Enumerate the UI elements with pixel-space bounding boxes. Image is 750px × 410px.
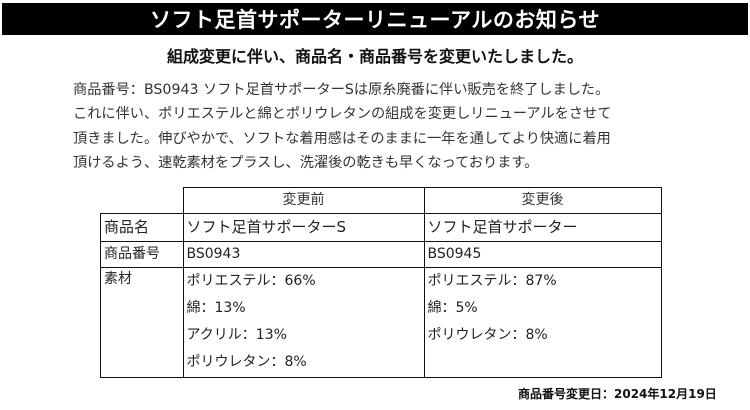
material-item: ポリエステル：66% bbox=[186, 273, 316, 289]
body-line: 頂けるよう、速乾素材をプラスし、洗濯後の乾きも早くなっております。 bbox=[73, 155, 539, 172]
material-after: ポリエステル：87% 綿：5% ポリウレタン：8% bbox=[423, 267, 662, 378]
row-label-product-number: 商品番号 bbox=[100, 241, 184, 268]
table-header-row: 変更前 変更後 bbox=[100, 187, 662, 214]
header-before: 変更前 bbox=[182, 187, 425, 214]
table-corner bbox=[100, 187, 184, 214]
material-item: ポリウレタン：8% bbox=[427, 327, 548, 343]
notice-body: 商品番号：BS0943 ソフト足首サポーターSは原糸廃番に伴い販売を終了しました… bbox=[73, 78, 713, 176]
table-row-product-name: 商品名 ソフト足首サポーターS ソフト足首サポーター bbox=[100, 213, 662, 242]
material-item: ポリエステル：87% bbox=[427, 273, 557, 289]
header-after: 変更後 bbox=[423, 187, 662, 214]
banner-title: ソフト足首サポーターリニューアルのお知らせ bbox=[149, 8, 601, 32]
change-date-note: 商品番号変更日：2024年12月19日 bbox=[518, 387, 717, 401]
material-item: アクリル：13% bbox=[186, 327, 287, 343]
announcement-banner: ソフト足首サポーターリニューアルのお知らせ bbox=[2, 3, 748, 35]
product-number-after: BS0945 bbox=[423, 241, 662, 268]
product-number-before: BS0943 bbox=[182, 241, 425, 268]
row-label-material: 素材 bbox=[100, 267, 184, 378]
body-line: 頂きました。伸びやかで、ソフトな着用感はそのままに一年を通してより快適に着用 bbox=[73, 130, 611, 147]
row-label-product-name: 商品名 bbox=[100, 213, 184, 242]
product-name-after: ソフト足首サポーター bbox=[423, 213, 662, 242]
spec-comparison-table: 変更前 変更後 商品名 ソフト足首サポーターS ソフト足首サポーター 商品番号 … bbox=[100, 187, 662, 378]
material-before: ポリエステル：66% 綿：13% アクリル：13% ポリウレタン：8% bbox=[182, 267, 425, 378]
material-item: ポリウレタン：8% bbox=[186, 354, 307, 370]
material-item: 綿：13% bbox=[186, 300, 246, 316]
notice-subtitle: 組成変更に伴い、商品名・商品番号を変更いたしました。 bbox=[166, 47, 583, 66]
body-line: 商品番号：BS0943 ソフト足首サポーターSは原糸廃番に伴い販売を終了しました… bbox=[73, 82, 610, 98]
product-name-before: ソフト足首サポーターS bbox=[182, 213, 425, 242]
table-row-product-number: 商品番号 BS0943 BS0945 bbox=[100, 241, 662, 268]
table-row-material: 素材 ポリエステル：66% 綿：13% アクリル：13% ポリウレタン：8% ポ… bbox=[100, 267, 662, 378]
material-item: 綿：5% bbox=[427, 300, 478, 316]
body-line: これに伴い、ポリエステルと綿とポリウレタンの組成を変更しリニューアルをさせて bbox=[73, 106, 612, 123]
